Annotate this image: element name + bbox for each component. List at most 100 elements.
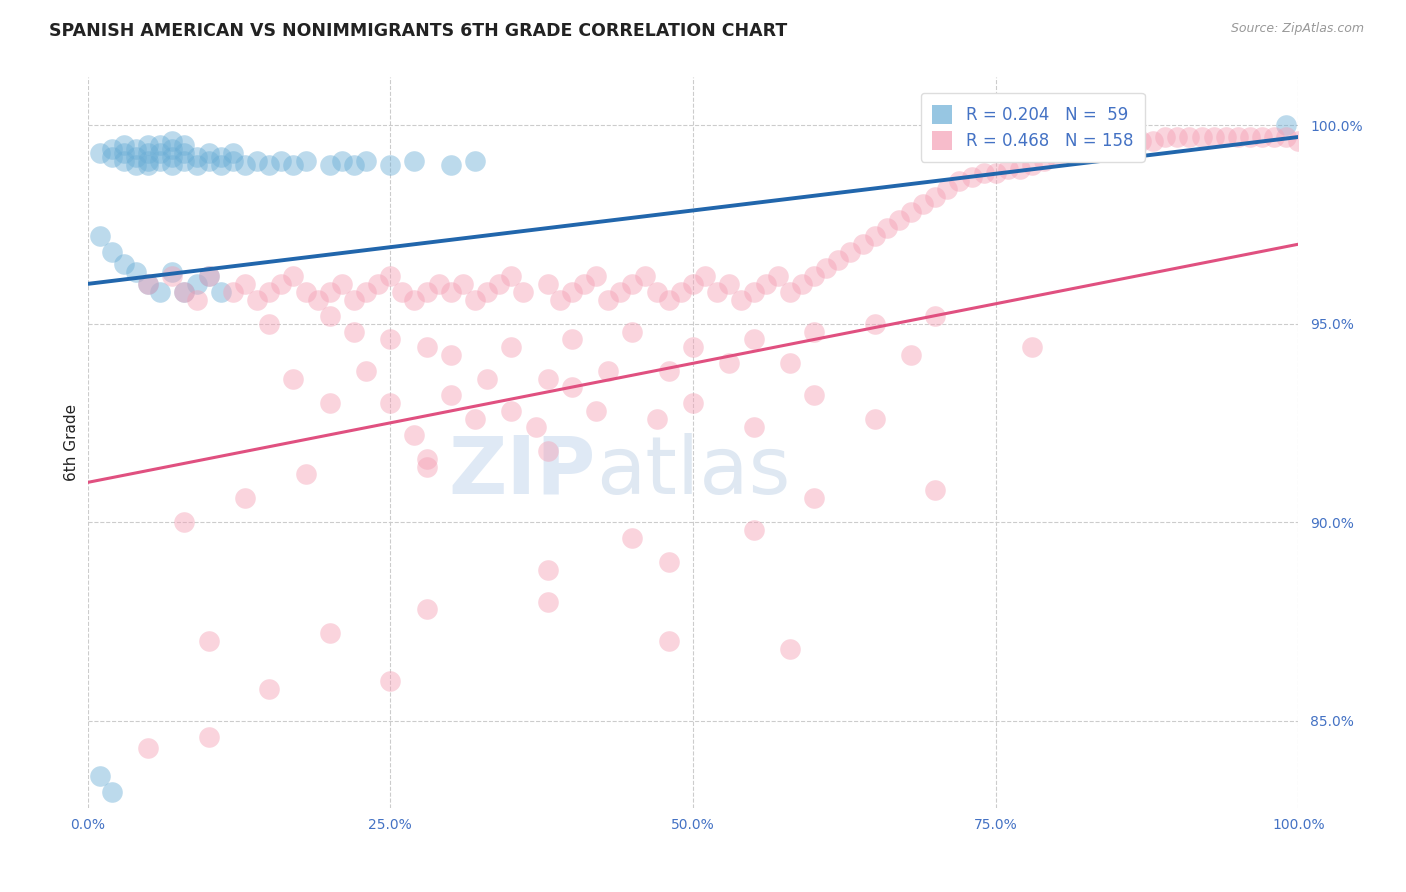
Point (900, 348, 922, 362)
Point (1130, 134, 1153, 148)
Point (598, 364, 620, 378)
Point (233, 158, 256, 172)
Point (380, 673, 402, 688)
Point (730, 293, 752, 307)
Point (197, 153, 219, 168)
Point (900, 205, 922, 219)
Point (319, 285, 342, 299)
Legend: R = 0.204   N =  59, R = 0.468   N = 158: R = 0.204 N = 59, R = 0.468 N = 158 (921, 93, 1144, 161)
Point (803, 388, 825, 402)
Point (706, 285, 728, 299)
Point (1008, 161, 1031, 176)
Point (682, 277, 704, 291)
Point (658, 555, 681, 569)
Point (464, 412, 486, 426)
Point (936, 181, 959, 195)
Point (693, 268, 716, 283)
Point (440, 158, 463, 172)
Point (404, 153, 426, 168)
Point (415, 451, 437, 466)
Point (924, 189, 946, 203)
Point (162, 134, 184, 148)
Point (100, 142, 122, 156)
Point (561, 380, 583, 394)
Point (257, 285, 280, 299)
Point (197, 268, 219, 283)
Point (415, 285, 437, 299)
Point (270, 277, 292, 291)
Point (112, 153, 135, 168)
Point (136, 153, 159, 168)
Point (125, 158, 148, 172)
Point (537, 594, 560, 608)
Point (415, 602, 437, 616)
Y-axis label: 6th Grade: 6th Grade (65, 404, 79, 482)
Point (524, 420, 547, 434)
Point (294, 153, 316, 168)
Point (257, 317, 280, 331)
Point (488, 277, 510, 291)
Point (270, 153, 292, 168)
Point (246, 153, 269, 168)
Point (839, 245, 862, 260)
Point (658, 634, 681, 648)
Point (415, 340, 437, 354)
Text: SPANISH AMERICAN VS NONIMMIGRANTS 6TH GRADE CORRELATION CHART: SPANISH AMERICAN VS NONIMMIGRANTS 6TH GR… (49, 22, 787, 40)
Point (149, 137, 172, 152)
Point (209, 158, 232, 172)
Point (162, 265, 184, 279)
Point (1021, 340, 1043, 354)
Point (162, 142, 184, 156)
Point (863, 229, 886, 244)
Point (257, 158, 280, 172)
Point (440, 348, 463, 362)
Point (283, 372, 305, 386)
Point (645, 285, 668, 299)
Point (1251, 130, 1274, 145)
Point (246, 293, 269, 307)
Point (851, 237, 873, 252)
Point (585, 268, 607, 283)
Point (100, 785, 122, 799)
Point (863, 412, 886, 426)
Point (283, 268, 305, 283)
Point (1033, 153, 1056, 168)
Point (609, 285, 631, 299)
Text: Source: ZipAtlas.com: Source: ZipAtlas.com (1230, 22, 1364, 36)
Point (233, 277, 256, 291)
Point (718, 277, 741, 291)
Point (112, 137, 135, 152)
Point (682, 396, 704, 410)
Point (718, 356, 741, 370)
Point (1081, 142, 1104, 156)
Point (501, 404, 523, 418)
Point (1166, 130, 1188, 145)
Point (475, 372, 498, 386)
Point (330, 153, 353, 168)
Point (197, 634, 219, 648)
Point (136, 158, 159, 172)
Point (404, 293, 426, 307)
Point (537, 277, 560, 291)
Point (537, 563, 560, 577)
Point (863, 317, 886, 331)
Point (790, 277, 813, 291)
Point (162, 150, 184, 164)
Point (742, 333, 765, 347)
Point (136, 741, 159, 756)
Point (415, 459, 437, 474)
Point (621, 531, 644, 545)
Point (633, 268, 655, 283)
Point (209, 285, 232, 299)
Point (136, 145, 159, 160)
Point (233, 491, 256, 506)
Point (173, 285, 195, 299)
Point (162, 158, 184, 172)
Point (307, 293, 329, 307)
Point (222, 285, 245, 299)
Point (548, 293, 571, 307)
Point (1045, 150, 1067, 164)
Point (319, 309, 342, 323)
Point (742, 523, 765, 537)
Point (173, 515, 195, 529)
